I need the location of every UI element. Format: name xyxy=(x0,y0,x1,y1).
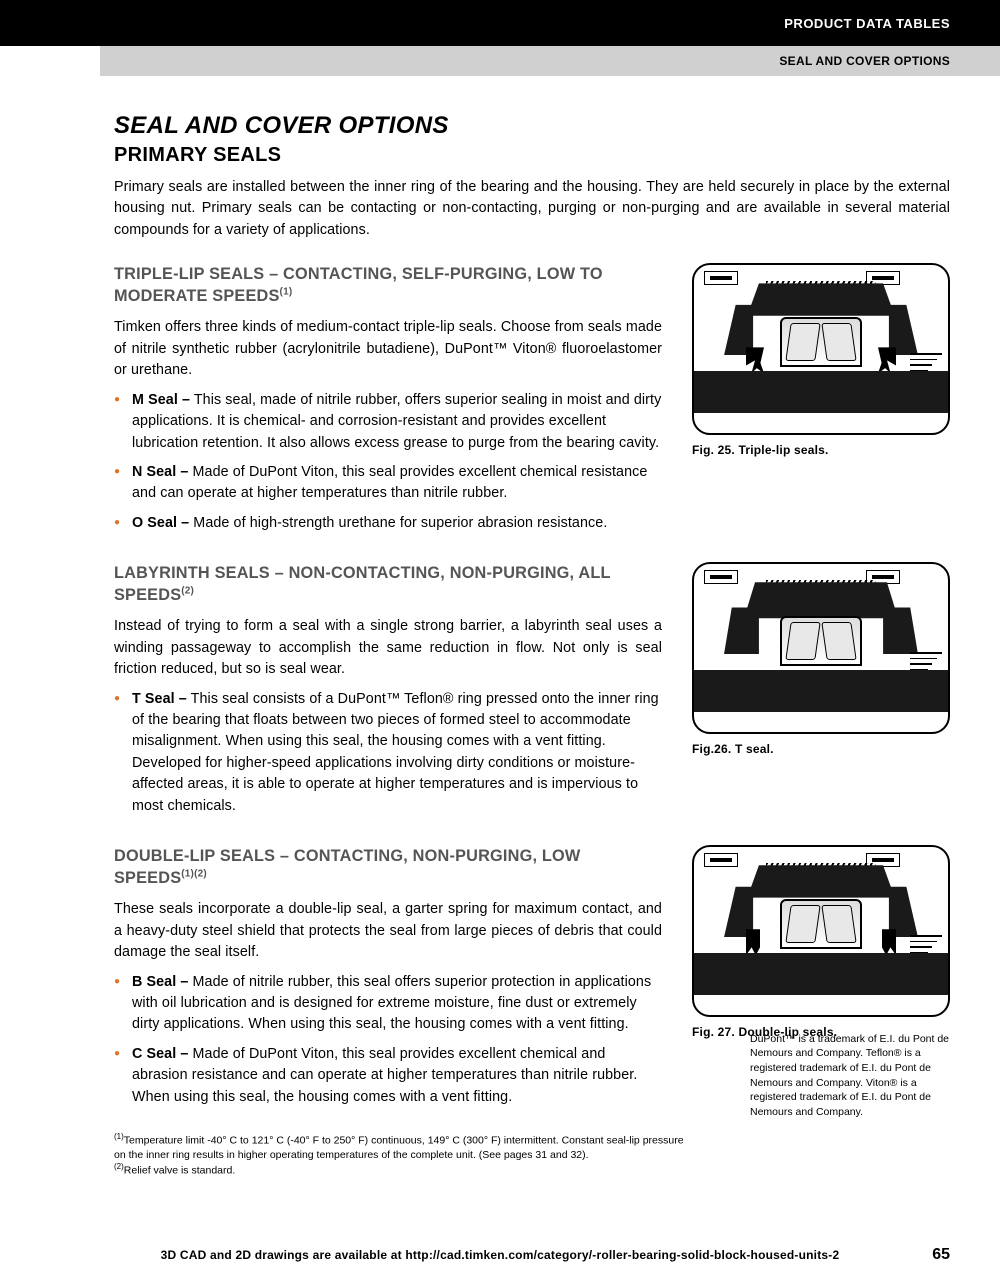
list-item: T Seal – This seal consists of a DuPont™… xyxy=(132,689,662,818)
section-body: These seals incorporate a double-lip sea… xyxy=(114,899,662,963)
header-category: PRODUCT DATA TABLES xyxy=(784,16,950,31)
list-item: C Seal – Made of DuPont Viton, this seal… xyxy=(132,1044,662,1108)
seal-list: M Seal – This seal, made of nitrile rubb… xyxy=(114,390,662,535)
figure-caption: Fig.26. T seal. xyxy=(692,742,950,756)
section-body: Timken offers three kinds of medium-cont… xyxy=(114,317,662,381)
intro-paragraph: Primary seals are installed between the … xyxy=(114,177,950,241)
list-item: N Seal – Made of DuPont Viton, this seal… xyxy=(132,462,662,505)
footer-text: 3D CAD and 2D drawings are available at … xyxy=(161,1248,840,1262)
page-footer: 3D CAD and 2D drawings are available at … xyxy=(0,1248,1000,1262)
figure-double-lip xyxy=(692,845,950,1017)
footnotes: (1)Temperature limit -40° C to 121° C (-… xyxy=(114,1132,694,1178)
list-item: O Seal – Made of high-strength urethane … xyxy=(132,513,662,534)
seal-list: T Seal – This seal consists of a DuPont™… xyxy=(114,689,662,818)
trademark-notice: DuPont™ is a trademark of E.I. du Pont d… xyxy=(750,1032,950,1120)
figure-t-seal xyxy=(692,562,950,734)
section-heading: DOUBLE-LIP SEALS – CONTACTING, NON-PURGI… xyxy=(114,845,662,889)
page-content: SEAL AND COVER OPTIONS PRIMARY SEALS Pri… xyxy=(0,76,1000,1178)
list-item: M Seal – This seal, made of nitrile rubb… xyxy=(132,390,662,454)
section-heading: LABYRINTH SEALS – NON-CONTACTING, NON-PU… xyxy=(114,562,662,606)
section-heading: TRIPLE-LIP SEALS – CONTACTING, SELF-PURG… xyxy=(114,263,662,307)
figure-caption: Fig. 25. Triple-lip seals. xyxy=(692,443,950,457)
list-item: B Seal – Made of nitrile rubber, this se… xyxy=(132,972,662,1036)
main-title: SEAL AND COVER OPTIONS xyxy=(114,112,950,140)
section-labyrinth: LABYRINTH SEALS – NON-CONTACTING, NON-PU… xyxy=(114,562,950,825)
header-black-band: PRODUCT DATA TABLES xyxy=(0,0,1000,46)
header-subcategory: SEAL AND COVER OPTIONS xyxy=(779,54,950,68)
section-triple-lip: TRIPLE-LIP SEALS – CONTACTING, SELF-PURG… xyxy=(114,263,950,542)
seal-list: B Seal – Made of nitrile rubber, this se… xyxy=(114,972,662,1109)
figure-triple-lip xyxy=(692,263,950,435)
page-number: 65 xyxy=(932,1246,950,1264)
header-gray-band: SEAL AND COVER OPTIONS xyxy=(100,46,1000,76)
subtitle: PRIMARY SEALS xyxy=(114,144,950,167)
section-body: Instead of trying to form a seal with a … xyxy=(114,616,662,680)
